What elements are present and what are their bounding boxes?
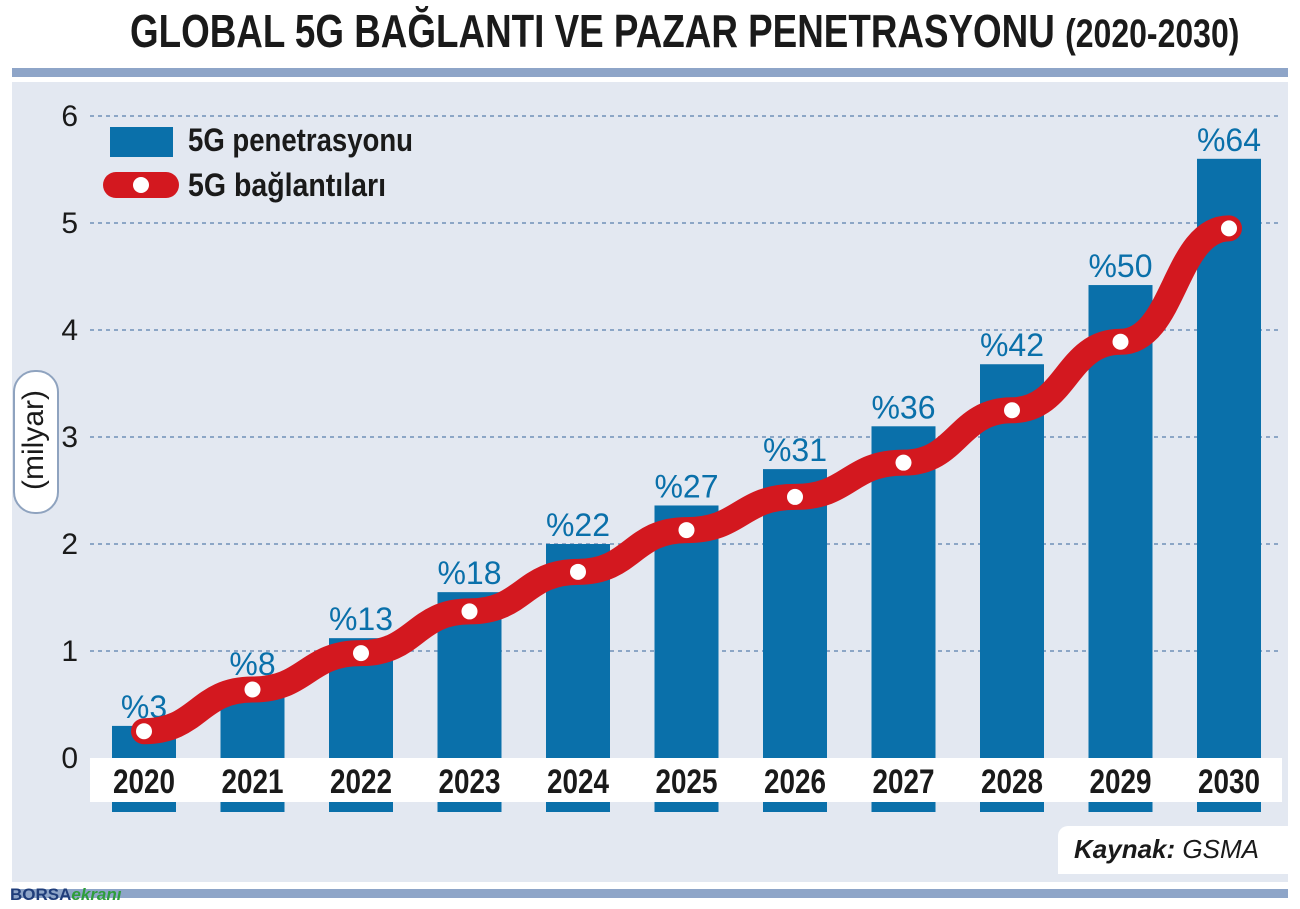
x-tick-bar xyxy=(220,802,285,812)
line-point xyxy=(570,563,586,580)
source-note: Kaynak: GSMA xyxy=(1074,834,1259,865)
x-axis-strip xyxy=(90,758,1282,802)
y-axis-label: (milyar) xyxy=(17,390,50,490)
line-point xyxy=(1221,220,1237,237)
bar xyxy=(1197,158,1261,759)
x-tick-label: 2022 xyxy=(330,763,392,801)
x-tick-label: 2023 xyxy=(439,763,501,801)
x-tick-bar xyxy=(763,802,827,812)
line-point xyxy=(895,454,912,471)
x-tick-label: 2029 xyxy=(1090,763,1152,801)
y-axis-label-pill xyxy=(13,370,59,514)
bar-value-label: %18 xyxy=(437,555,501,591)
x-tick-label: 2024 xyxy=(547,763,609,801)
legend-bar-label: 5G penetrasyonu xyxy=(188,122,413,158)
line-point xyxy=(1112,333,1129,350)
bar-value-label: %31 xyxy=(763,432,827,468)
line-point xyxy=(353,645,369,662)
logo-part2: ekranı xyxy=(71,885,122,904)
chart-title-years: (2020-2030) xyxy=(1065,12,1240,56)
line-point xyxy=(787,488,803,505)
source-value: GSMA xyxy=(1182,834,1259,864)
bar xyxy=(980,364,1044,758)
legend-line-point xyxy=(133,177,149,193)
borsa-ekrani-logo: BORSAekranı xyxy=(10,885,122,905)
x-tick-label: 2026 xyxy=(764,763,826,801)
bar-value-label: %36 xyxy=(871,389,935,425)
line-point xyxy=(244,681,261,698)
line-point xyxy=(1004,402,1020,419)
bar xyxy=(1088,285,1153,758)
chart-title-main: GLOBAL 5G BAĞLANTI VE PAZAR PENETRASYONU xyxy=(130,5,1055,57)
bar xyxy=(871,426,936,758)
x-tick-label: 2021 xyxy=(222,763,284,801)
x-tick-bar xyxy=(437,802,502,812)
bar-value-label: %64 xyxy=(1197,122,1261,158)
y-tick-label: 6 xyxy=(61,100,78,133)
source-box xyxy=(1058,826,1288,874)
y-tick-label: 1 xyxy=(61,635,78,668)
x-tick-bar xyxy=(1197,802,1261,812)
bar-value-label: %13 xyxy=(329,601,393,637)
x-tick-bar xyxy=(112,802,176,812)
top-rule xyxy=(12,68,1288,77)
bar-value-label: %27 xyxy=(654,468,718,504)
line-point xyxy=(461,603,478,620)
y-tick-label: 4 xyxy=(61,314,78,347)
x-tick-label: 2030 xyxy=(1198,763,1260,801)
bar-value-label: %42 xyxy=(980,327,1044,363)
x-tick-label: 2020 xyxy=(113,763,175,801)
y-tick-label: 2 xyxy=(61,528,78,561)
x-tick-bar xyxy=(1088,802,1153,812)
x-tick-label: 2027 xyxy=(873,763,935,801)
x-tick-label: 2025 xyxy=(656,763,718,801)
x-tick-bar xyxy=(871,802,936,812)
x-tick-bar xyxy=(546,802,610,812)
source-label: Kaynak: xyxy=(1074,834,1176,864)
bottom-rule xyxy=(12,889,1288,898)
y-tick-label: 0 xyxy=(61,742,78,775)
bar xyxy=(763,469,827,758)
y-tick-label: 3 xyxy=(61,421,78,454)
x-tick-bar xyxy=(329,802,393,812)
bar xyxy=(654,505,719,758)
legend-bar-swatch xyxy=(110,127,173,157)
x-tick-label: 2028 xyxy=(981,763,1043,801)
bar-value-label: %22 xyxy=(546,507,610,543)
chart-title: GLOBAL 5G BAĞLANTI VE PAZAR PENETRASYONU… xyxy=(130,4,1239,58)
legend-line-label: 5G bağlantıları xyxy=(188,167,386,203)
line-point xyxy=(136,723,152,740)
bar-value-label: %50 xyxy=(1088,248,1152,284)
x-tick-bar xyxy=(980,802,1044,812)
line-point xyxy=(678,522,695,539)
x-tick-bar xyxy=(654,802,719,812)
logo-part1: BORSA xyxy=(10,885,72,904)
y-tick-label: 5 xyxy=(61,207,78,240)
